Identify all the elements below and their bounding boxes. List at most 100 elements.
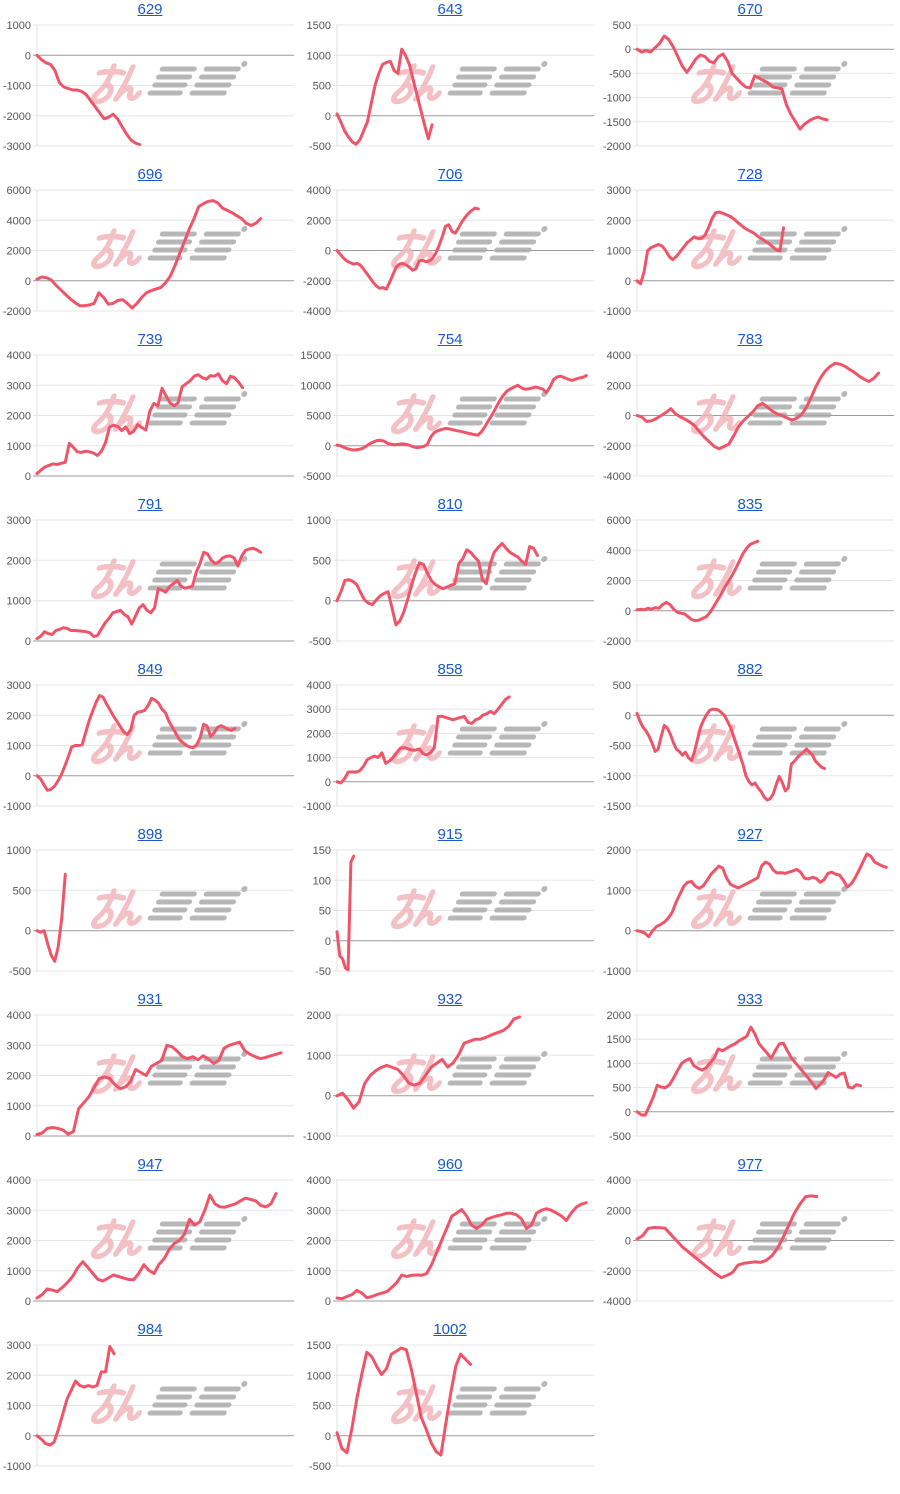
chart-title-row: 629 [0, 0, 300, 20]
chart-title-link[interactable]: 670 [737, 1, 763, 18]
y-axis-label: 3000 [307, 1205, 331, 1217]
chart-title-link[interactable]: 696 [137, 166, 163, 183]
y-axis-label: 4000 [7, 1175, 31, 1187]
watermark [91, 886, 248, 930]
chart-cell: 915 150 100 50 0 -50 [300, 825, 600, 990]
series-line [35, 1345, 116, 1447]
y-axis-label: 0 [25, 1296, 31, 1308]
chart-title-link[interactable]: 728 [737, 166, 763, 183]
y-axis-label: 0 [325, 596, 331, 608]
handakuten-mark [541, 1381, 548, 1387]
handakuten-mark [841, 1216, 848, 1222]
y-axis-label: -4000 [603, 1296, 631, 1308]
y-axis-label: -500 [309, 636, 331, 648]
chart-plot: 4000 3000 2000 1000 0 [7, 1175, 294, 1308]
chart-title-link[interactable]: 984 [137, 1321, 163, 1338]
chart-cell: 783 4000 2000 0 -2000 -4000 [600, 330, 900, 495]
y-axis-label: 0 [625, 1107, 631, 1119]
chart-title-link[interactable]: 927 [737, 826, 763, 843]
y-axis-label: 2000 [607, 576, 631, 588]
handakuten-mark [241, 226, 248, 232]
chart-title-link[interactable]: 915 [437, 826, 463, 843]
watermark [691, 721, 848, 765]
chart-cell: 754 15000 10000 5000 0 -5000 [300, 330, 600, 495]
chart-cell: 670 500 0 -500 -1000 -1500 -2000 [600, 0, 900, 165]
chart-title-link[interactable]: 947 [137, 1156, 163, 1173]
handakuten-mark [241, 721, 248, 727]
y-axis-label: 3000 [7, 380, 31, 392]
y-axis-label: -1000 [603, 93, 631, 105]
y-axis-label: 100 [313, 875, 331, 887]
chart-plot: 1500 1000 500 0 -500 [307, 1340, 594, 1473]
watermark [391, 391, 548, 435]
series-line [35, 372, 245, 476]
watermark [91, 1051, 248, 1095]
chart-title-link[interactable]: 791 [137, 496, 163, 513]
chart-title-link[interactable]: 977 [737, 1156, 763, 1173]
chart-plot: 4000 2000 0 -2000 -4000 [303, 185, 594, 318]
chart-title-link[interactable]: 1002 [433, 1321, 467, 1338]
watermark [91, 61, 248, 105]
chart-title-row: 783 [600, 330, 900, 350]
y-axis-label: 2000 [7, 555, 31, 567]
chart-title-link[interactable]: 754 [437, 331, 463, 348]
chart-plot: 3000 2000 1000 0 [7, 515, 294, 648]
y-axis-label: 0 [25, 926, 31, 938]
chart-title-link[interactable]: 643 [437, 1, 463, 18]
y-axis-label: 3000 [607, 185, 631, 197]
chart-title-link[interactable]: 629 [137, 1, 163, 18]
chart-title-link[interactable]: 960 [437, 1156, 463, 1173]
chart-title-link[interactable]: 932 [437, 991, 463, 1008]
chart-title-link[interactable]: 931 [137, 991, 163, 1008]
chart-title-link[interactable]: 858 [437, 661, 463, 678]
chart-cell: 882 500 0 -500 -1000 -1500 [600, 660, 900, 825]
chart-title-link[interactable]: 810 [437, 496, 463, 513]
series-line [335, 695, 511, 785]
y-axis-label: -500 [609, 68, 631, 80]
chart-title-link[interactable]: 706 [437, 166, 463, 183]
y-axis-label: 3000 [7, 1040, 31, 1052]
handakuten-mark [841, 1051, 848, 1057]
chart-title-link[interactable]: 933 [737, 991, 763, 1008]
chart-cell: 696 6000 4000 2000 0 -2000 [0, 165, 300, 330]
y-axis-label: 1000 [7, 1101, 31, 1113]
chart-title-link[interactable]: 835 [737, 496, 763, 513]
series-line [35, 1192, 278, 1300]
y-axis-label: 500 [313, 1401, 331, 1413]
y-axis-label: 1000 [7, 20, 31, 32]
chart-plot: 6000 4000 2000 0 -2000 [3, 185, 294, 318]
chart-cell: 927 2000 1000 0 -1000 [600, 825, 900, 990]
chart-title-row: 791 [0, 495, 300, 515]
chart-title-link[interactable]: 739 [137, 331, 163, 348]
series-line [335, 1201, 588, 1301]
handakuten-mark [841, 556, 848, 562]
handakuten-mark [541, 1051, 548, 1057]
series-line [635, 539, 760, 623]
y-axis-label: 1000 [307, 1266, 331, 1278]
chart-cell: 977 4000 2000 0 -2000 -4000 [600, 1155, 900, 1320]
chart-title-link[interactable]: 783 [737, 331, 763, 348]
chart-title-link[interactable]: 882 [737, 661, 763, 678]
y-axis-label: -1000 [303, 801, 331, 813]
y-axis-label: -500 [609, 741, 631, 753]
chart-plot: 4000 3000 2000 1000 0 -1000 [303, 680, 594, 813]
chart-title-link[interactable]: 898 [137, 826, 163, 843]
y-axis-label: -1000 [3, 1461, 31, 1473]
series-line [635, 1025, 863, 1117]
y-axis-label: 1000 [607, 246, 631, 258]
y-axis-label: 6000 [7, 185, 31, 197]
handakuten-mark [541, 886, 548, 892]
y-axis-label: 4000 [607, 545, 631, 557]
y-axis-label: 15000 [300, 350, 331, 362]
chart-title-row: 1002 [300, 1320, 600, 1340]
chart-title-row: 858 [300, 660, 600, 680]
chart-title-link[interactable]: 849 [137, 661, 163, 678]
y-axis-label: -4000 [603, 471, 631, 483]
chart-title-row: 810 [300, 495, 600, 515]
chart-title-row: 849 [0, 660, 300, 680]
chart-cell: 728 3000 2000 1000 0 -1000 [600, 165, 900, 330]
chart-cell: 931 4000 3000 2000 1000 0 [0, 990, 300, 1155]
y-axis-label: 1000 [607, 1058, 631, 1070]
y-axis-label: 0 [25, 1431, 31, 1443]
